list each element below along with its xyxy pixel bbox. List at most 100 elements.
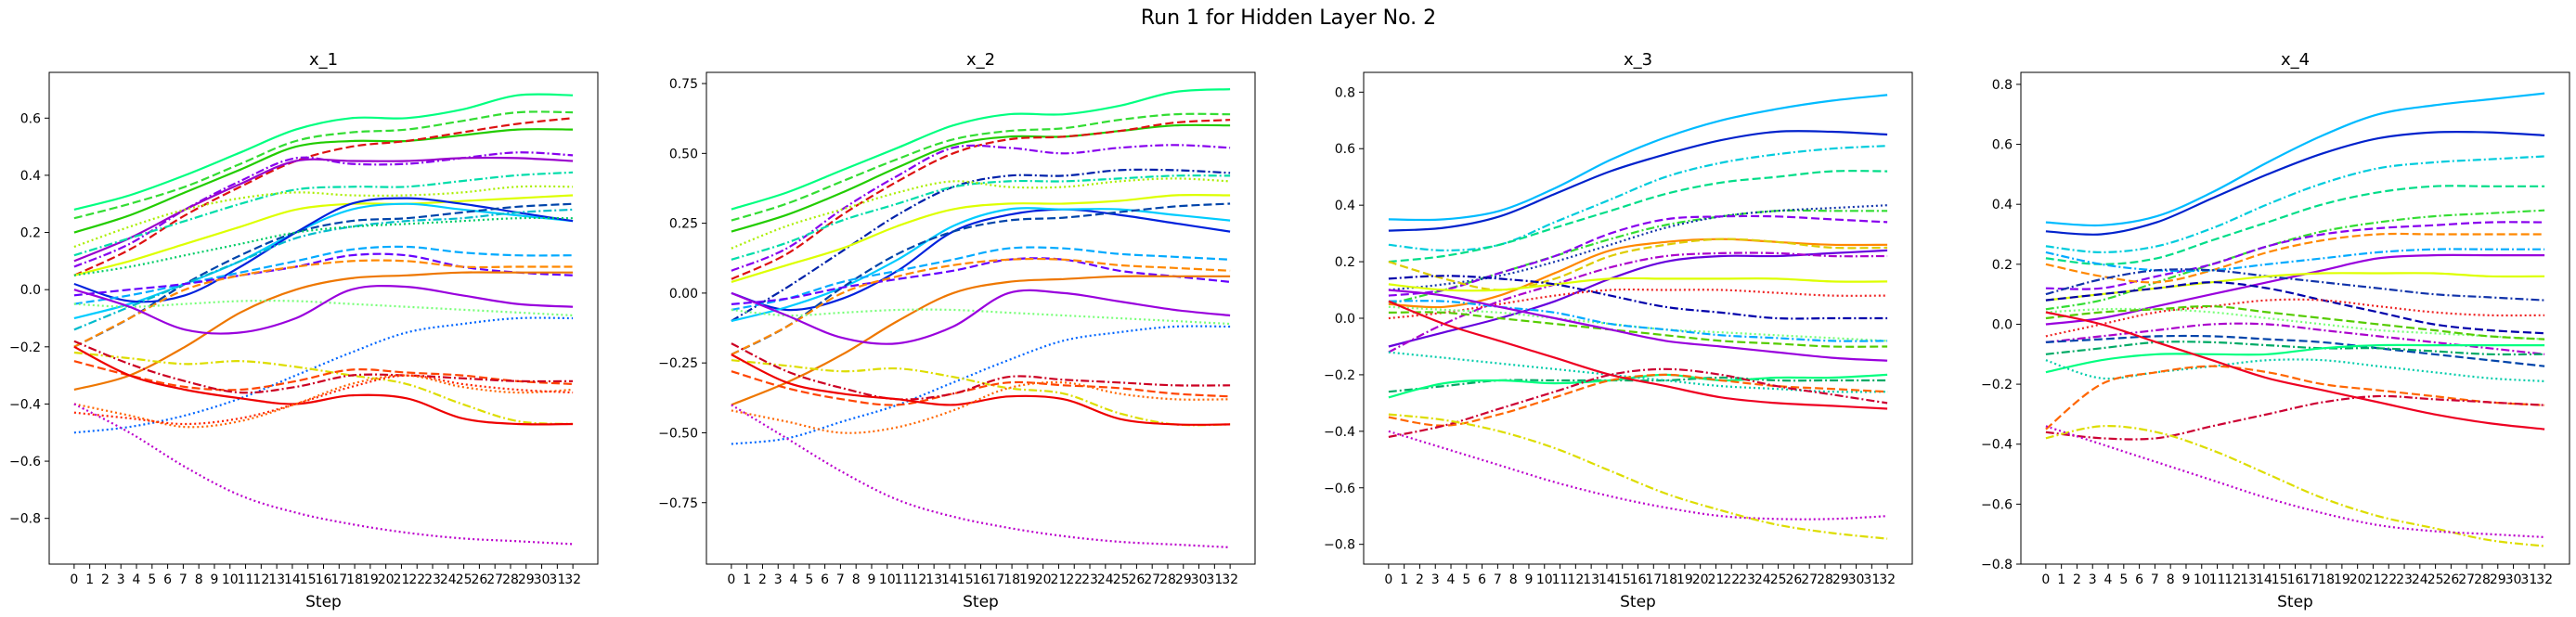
x-tick-label: 7	[2151, 572, 2159, 587]
x-tick-label: 2	[758, 572, 767, 587]
x-tick-label: 6	[2135, 572, 2143, 587]
x-tick-label: 0	[1384, 572, 1392, 587]
x-tick-label: 22	[1066, 572, 1082, 587]
subplot-title: x_2	[966, 50, 995, 70]
x-tick-label: 27	[2458, 572, 2475, 587]
series-line-25	[73, 345, 574, 426]
series-line-22	[2045, 394, 2545, 441]
subplot-title: x_1	[309, 50, 338, 70]
series-line-23	[2045, 311, 2545, 431]
series-line-23	[73, 360, 574, 392]
x-tick-label: 7	[836, 572, 845, 587]
x-tick-label: 26	[2442, 572, 2459, 587]
x-axis-label: Step	[1620, 593, 1656, 611]
x-tick-label: 13	[2240, 572, 2257, 587]
x-tick-label: 8	[2167, 572, 2175, 587]
x-tick-label: 3	[117, 572, 125, 587]
x-tick-label: 22	[1723, 572, 1740, 587]
x-tick-label: 21	[1051, 572, 1068, 587]
series-line-12	[73, 202, 574, 348]
subplot-title: x_3	[1624, 50, 1652, 70]
series-line-24	[73, 340, 574, 394]
series-line-4	[731, 119, 1231, 280]
x-tick-label: 11	[2209, 572, 2226, 587]
series-line-2	[1388, 130, 1888, 232]
x-tick-label: 12	[910, 572, 926, 587]
series-line-1	[2045, 92, 2545, 227]
x-tick-label: 0	[727, 572, 735, 587]
x-tick-label: 14	[284, 572, 301, 587]
series-line-16	[73, 252, 574, 297]
series-line-14	[1388, 275, 1888, 320]
x-tick-label: 16	[316, 572, 332, 587]
series-line-23	[1388, 300, 1888, 410]
x-tick-label: 10	[879, 572, 896, 587]
series-line-8	[731, 177, 1231, 250]
x-tick-label: 29	[1832, 572, 1849, 587]
x-tick-label: 17	[988, 572, 1004, 587]
x-tick-label: 0	[2041, 572, 2050, 587]
series-line-7	[731, 174, 1231, 261]
x-tick-label: 13	[926, 572, 942, 587]
x-tick-label: 19	[1676, 572, 1693, 587]
x-tick-label: 16	[973, 572, 990, 587]
series-line-14	[731, 257, 1231, 305]
y-tick-label: 0.4	[1335, 199, 1355, 213]
series-line-15	[73, 245, 574, 305]
x-tick-label: 7	[179, 572, 188, 587]
x-axis-label: Step	[305, 593, 342, 611]
x-tick-label: 23	[1081, 572, 1098, 587]
x-tick-label: 27	[1144, 572, 1160, 587]
x-tick-label: 9	[1525, 572, 1534, 587]
y-tick-label: −0.2	[1324, 368, 1355, 383]
series-line-25	[2045, 425, 2545, 538]
x-tick-label: 11	[895, 572, 912, 587]
series-line-6	[2045, 221, 2545, 290]
series-line-10	[73, 202, 574, 320]
subplot-4: x_40 1 2 3 4 5 6 7 8 9 101112131415161718192021222…	[1981, 50, 2570, 611]
series-group	[2045, 92, 2545, 547]
series-line-12	[2045, 281, 2545, 335]
x-tick-label: 3	[774, 572, 783, 587]
series-line-18	[2045, 341, 2545, 356]
series-line-6	[73, 156, 574, 263]
x-tick-label: 22	[2380, 572, 2397, 587]
y-tick-label: −0.2	[9, 341, 41, 355]
x-tick-label: 25	[1770, 572, 1787, 587]
x-tick-label: 1	[85, 572, 94, 587]
x-tick-label: 15	[2272, 572, 2288, 587]
y-tick-label: 0.8	[1992, 78, 2013, 93]
y-tick-label: 0.0	[1992, 317, 2013, 332]
x-tick-label: 20	[1692, 572, 1709, 587]
x-tick-label: 18	[1003, 572, 1020, 587]
x-tick-label: 18	[1661, 572, 1677, 587]
series-line-6	[1388, 204, 1888, 291]
x-tick-label: 1	[743, 572, 751, 587]
plot-frame	[705, 71, 1256, 565]
series-line-24	[731, 380, 1231, 434]
series-line-9	[1388, 238, 1888, 291]
x-tick-label: 4	[790, 572, 798, 587]
x-tick-label: 1	[2057, 572, 2065, 587]
series-line-6	[731, 168, 1231, 322]
series-line-26	[73, 374, 574, 429]
y-tick-label: 0.6	[1992, 138, 2013, 153]
series-line-2	[2045, 130, 2545, 236]
series-line-10	[2045, 268, 2545, 302]
subplot-1: x_10 1 2 3 4 5 6 7 8 9 101112131415161718192021222…	[9, 50, 599, 611]
x-tick-label: 10	[2194, 572, 2210, 587]
x-tick-label: 32	[2536, 572, 2553, 587]
series-line-22	[1388, 373, 1888, 427]
y-tick-label: 0.6	[1335, 142, 1355, 157]
x-tick-label: 23	[2396, 572, 2413, 587]
series-line-13	[2045, 298, 2545, 338]
y-tick-label: −0.8	[9, 512, 41, 527]
x-tick-label: 25	[456, 572, 472, 587]
series-line-4	[73, 117, 574, 276]
subplots: x_10 1 2 3 4 5 6 7 8 9 101112131415161718192021222…	[9, 50, 2570, 611]
series-line-24	[1388, 367, 1888, 438]
series-line-21	[73, 285, 574, 335]
x-tick-label: 6	[1478, 572, 1486, 587]
x-tick-label: 31	[549, 572, 565, 587]
x-tick-label: 5	[148, 572, 156, 587]
